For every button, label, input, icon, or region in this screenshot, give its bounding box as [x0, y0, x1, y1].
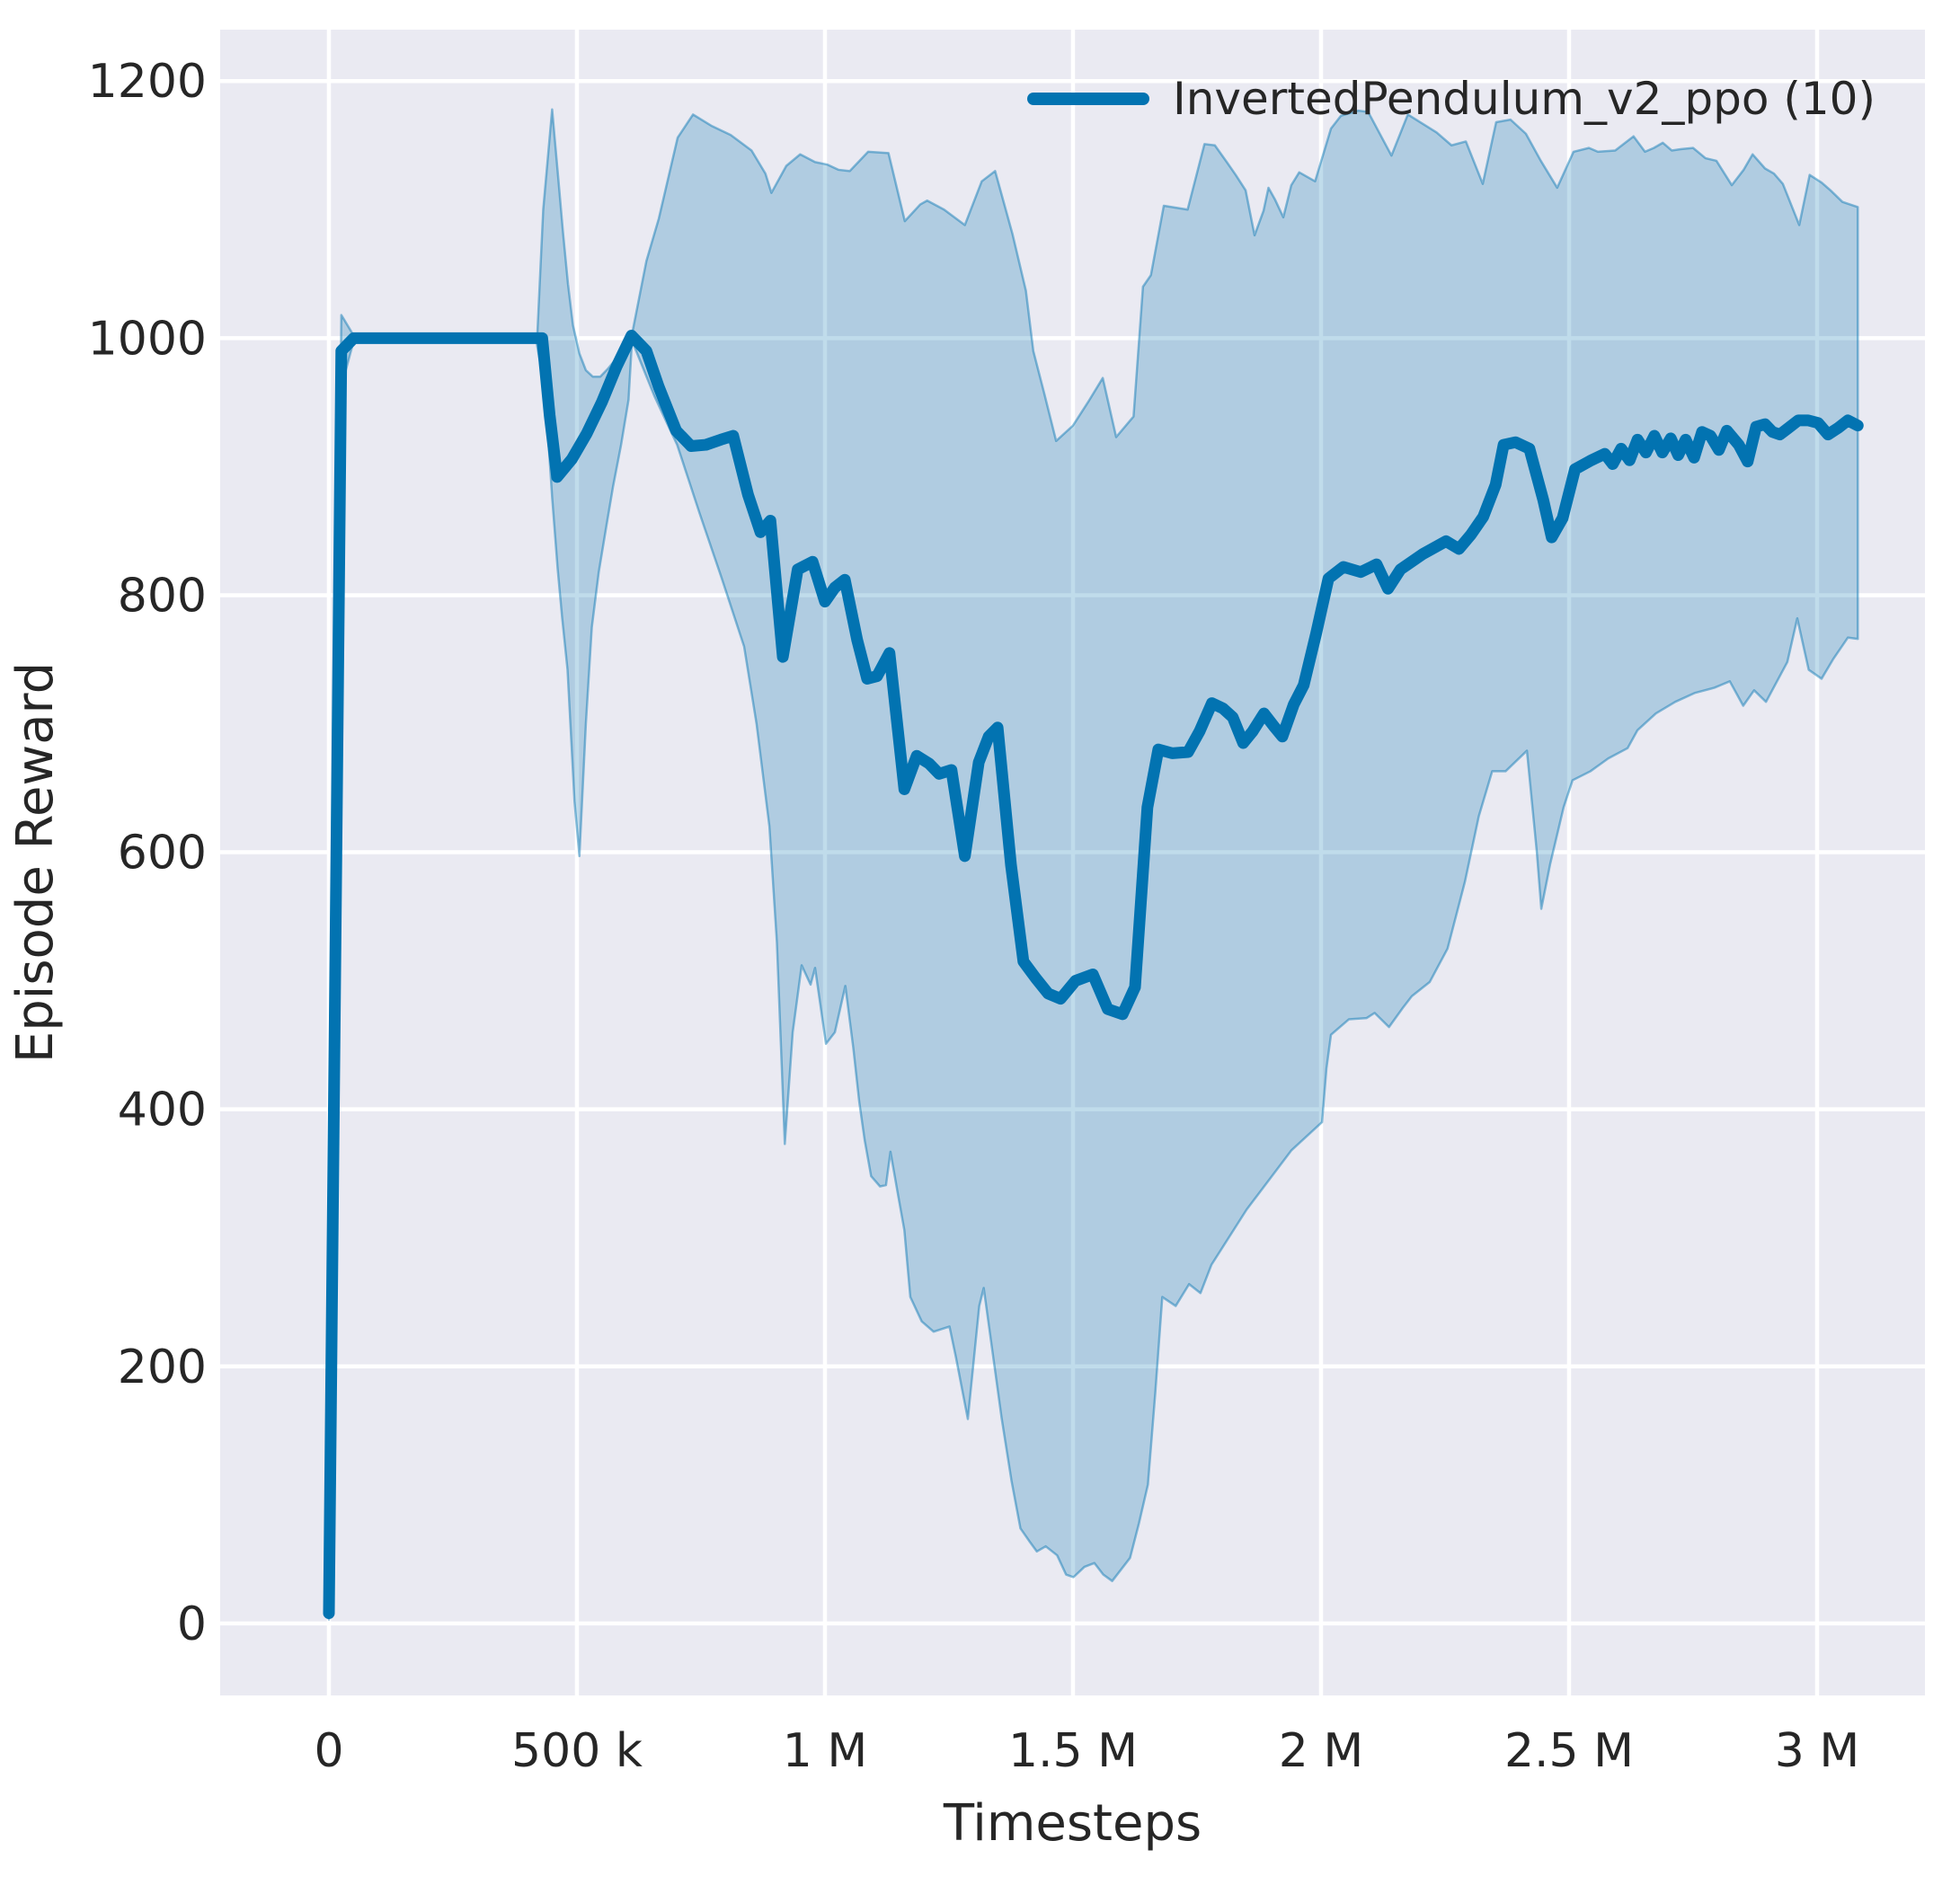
legend-label: InvertedPendulum_v2_ppo (10)	[1173, 73, 1876, 125]
x-tick-label-6: 3 M	[1775, 1724, 1859, 1778]
y-tick-label-5: 1000	[88, 312, 207, 366]
y-tick-label-1: 200	[118, 1341, 207, 1394]
y-tick-label-0: 0	[177, 1597, 207, 1651]
x-tick-label-4: 2 M	[1279, 1724, 1363, 1778]
mean-reward-line	[323, 329, 1864, 1619]
y-tick-label-6: 1200	[88, 55, 207, 109]
x-tick-label-0: 0	[314, 1724, 343, 1778]
y-axis-label: Episode Reward	[6, 662, 65, 1063]
y-tick-label-4: 800	[118, 569, 207, 623]
x-tick-label-3: 1.5 M	[1008, 1724, 1138, 1778]
x-tick-label-2: 1 M	[783, 1724, 867, 1778]
y-tick-label-3: 600	[118, 827, 207, 881]
x-tick-label-5: 2.5 M	[1504, 1724, 1634, 1778]
x-tick-label-1: 500 k	[511, 1724, 643, 1778]
x-axis-label: Timesteps	[943, 1794, 1202, 1853]
y-tick-label-2: 400	[118, 1084, 207, 1137]
reward-std-band-area	[327, 108, 1859, 1621]
